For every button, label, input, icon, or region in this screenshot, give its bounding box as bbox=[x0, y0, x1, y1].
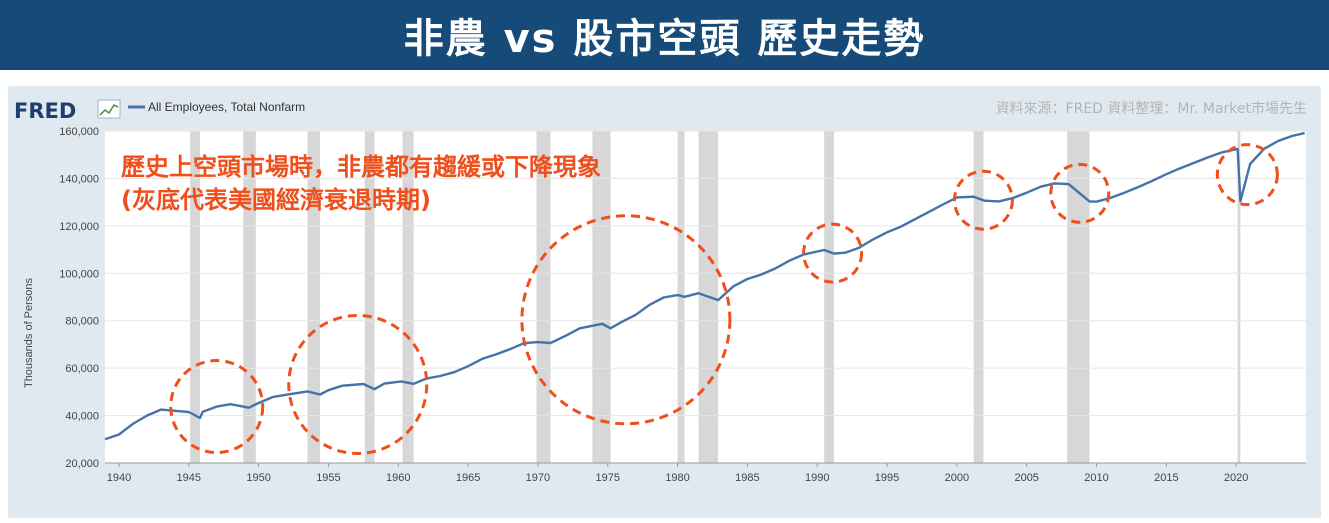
y-axis-title: Thousands of Persons bbox=[23, 277, 35, 388]
highlight-circle bbox=[520, 214, 732, 426]
x-tick-label: 1990 bbox=[805, 472, 829, 484]
page-title: 非農 vs 股市空頭 歷史走勢 bbox=[403, 16, 926, 62]
y-tick-label: 160,000 bbox=[59, 126, 99, 138]
x-tick-label: 1960 bbox=[386, 472, 410, 484]
annotation-line-1: 歷史上空頭市場時，非農都有趨緩或下降現象 bbox=[121, 153, 601, 181]
y-tick-label: 140,000 bbox=[59, 173, 99, 185]
fred-chart-icon bbox=[97, 99, 121, 119]
x-tick-label: 2015 bbox=[1154, 472, 1178, 484]
legend: All Employees, Total Nonfarm bbox=[128, 100, 305, 114]
highlight-circle bbox=[287, 313, 429, 455]
highlight-circle bbox=[169, 359, 265, 455]
x-tick-label: 1995 bbox=[875, 472, 899, 484]
x-tick-label: 1965 bbox=[456, 472, 480, 484]
x-tick-label: 2020 bbox=[1224, 472, 1248, 484]
y-tick-label: 40,000 bbox=[65, 411, 99, 423]
x-tick-label: 2000 bbox=[945, 472, 969, 484]
fred-logo: FRED bbox=[14, 99, 121, 123]
recession-band bbox=[1067, 131, 1090, 463]
highlight-circle bbox=[802, 222, 864, 284]
highlight-circle bbox=[952, 169, 1014, 231]
recession-band bbox=[307, 131, 321, 463]
x-tick-label: 1950 bbox=[246, 472, 270, 484]
recession-bands bbox=[190, 131, 1241, 463]
x-tick-label: 2010 bbox=[1084, 472, 1108, 484]
x-tick-label: 1955 bbox=[316, 472, 340, 484]
nonfarm-series-line bbox=[104, 131, 1305, 441]
highlight-circle bbox=[1049, 162, 1111, 224]
x-tick-label: 1985 bbox=[735, 472, 759, 484]
recession-band bbox=[824, 131, 834, 463]
source-note: 資料來源：FRED 資料整理：Mr. Market市場先生 bbox=[996, 100, 1307, 117]
x-tick-label: 1945 bbox=[177, 472, 201, 484]
fred-logo-text: FRED bbox=[14, 99, 76, 123]
recession-band bbox=[973, 131, 984, 463]
annotation-line-2: (灰底代表美國經濟衰退時期) bbox=[121, 186, 431, 214]
x-tick-label: 1970 bbox=[526, 472, 550, 484]
x-tick-label: 1980 bbox=[665, 472, 689, 484]
x-tick-label: 2005 bbox=[1014, 472, 1038, 484]
y-tick-label: 120,000 bbox=[59, 221, 99, 233]
recession-band bbox=[1237, 131, 1241, 463]
x-tick-labels: 1940 1945 1950 1955 1960 1965 1970 1975 1980 1985… bbox=[105, 462, 1306, 484]
y-tick-label: 80,000 bbox=[65, 316, 99, 328]
legend-label: All Employees, Total Nonfarm bbox=[148, 100, 305, 114]
recession-band bbox=[190, 131, 200, 463]
highlight-circle bbox=[1215, 143, 1279, 207]
recession-band bbox=[592, 131, 611, 463]
y-tick-labels: 20,000 40,000 60,000 80,000 100,000 120,000 14… bbox=[59, 126, 99, 470]
y-tick-label: 60,000 bbox=[65, 363, 99, 375]
chart-canvas: FRED All Employees, Total Nonfarm 資料來源：F… bbox=[14, 99, 1307, 484]
bear-market-highlights bbox=[169, 143, 1279, 455]
y-tick-label: 100,000 bbox=[59, 268, 99, 280]
y-tick-label: 20,000 bbox=[65, 458, 99, 470]
recession-band bbox=[402, 131, 414, 463]
header-banner: 非農 vs 股市空頭 歷史走勢 bbox=[0, 0, 1329, 70]
x-tick-label: 1975 bbox=[596, 472, 620, 484]
recession-band bbox=[364, 131, 375, 463]
chart-panel: FRED All Employees, Total Nonfarm 資料來源：F… bbox=[8, 86, 1321, 518]
x-tick-label: 1940 bbox=[107, 472, 131, 484]
